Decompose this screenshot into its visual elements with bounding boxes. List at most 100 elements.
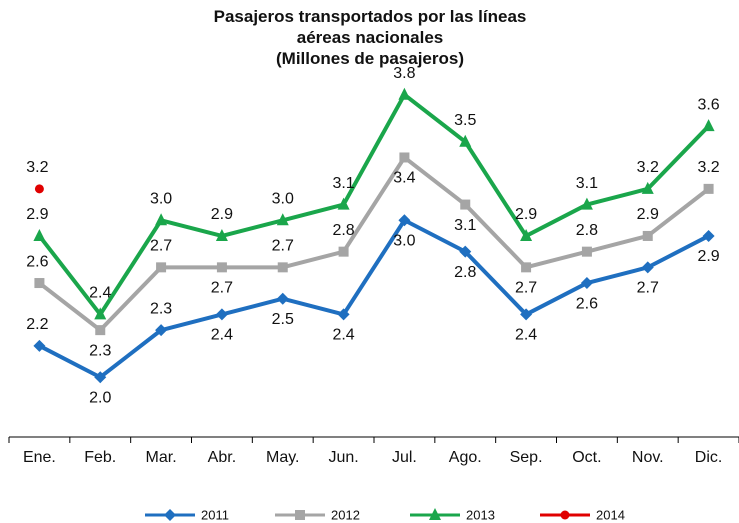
data-point <box>155 213 168 226</box>
data-label: 3.0 <box>272 190 294 207</box>
data-point <box>521 262 532 273</box>
data-label: 2.8 <box>454 264 476 281</box>
data-point <box>459 245 472 258</box>
data-point <box>34 278 45 289</box>
data-label: 2.7 <box>211 280 233 297</box>
data-label: 2.7 <box>515 280 537 297</box>
data-point <box>337 197 350 210</box>
data-label: 2.5 <box>272 311 294 328</box>
data-label: 2.4 <box>89 285 111 302</box>
data-point <box>580 197 593 210</box>
x-tick-label: Jun. <box>328 449 358 466</box>
data-point <box>34 184 44 194</box>
data-label: 2.7 <box>272 238 294 255</box>
x-tick-label: Jul. <box>392 449 417 466</box>
series-line <box>37 92 711 317</box>
data-label: 2.9 <box>697 248 719 265</box>
data-point <box>276 292 289 305</box>
data-point <box>338 246 349 257</box>
data-label: 2.6 <box>26 253 48 270</box>
data-point <box>580 277 593 290</box>
x-tick-label: Abr. <box>208 449 236 466</box>
data-point <box>215 228 228 241</box>
legend-label: 2011 <box>201 507 229 522</box>
data-label: 3.2 <box>637 159 659 176</box>
series-line <box>38 155 710 333</box>
legend-marker <box>560 510 570 520</box>
data-point <box>155 324 168 337</box>
x-tick-label: Sep. <box>510 449 543 466</box>
data-label: 2.6 <box>576 295 598 312</box>
data-point <box>33 228 46 241</box>
data-point <box>399 152 410 163</box>
x-tick-label: Nov. <box>632 449 664 466</box>
data-point <box>94 371 107 384</box>
x-tick-label: Oct. <box>572 449 601 466</box>
data-point <box>641 261 654 274</box>
data-label: 2.9 <box>515 206 537 223</box>
chart-subtitle: (Millones de pasajeros) <box>276 49 464 68</box>
data-point <box>703 183 714 194</box>
data-point <box>337 308 350 321</box>
x-tick-label: Ago. <box>449 449 482 466</box>
data-point <box>277 262 288 273</box>
data-label: 2.3 <box>89 342 111 359</box>
data-label: 3.6 <box>697 96 719 113</box>
data-label: 2.2 <box>26 316 48 333</box>
x-tick-label: Mar. <box>146 449 177 466</box>
data-point <box>581 246 592 257</box>
data-label: 3.0 <box>150 190 172 207</box>
legend-label: 2013 <box>466 507 495 522</box>
x-tick-label: Dic. <box>695 449 723 466</box>
data-label: 3.0 <box>393 232 415 249</box>
data-label: 3.4 <box>393 170 415 187</box>
data-point <box>460 199 471 210</box>
data-point <box>459 134 472 147</box>
data-point <box>520 308 533 321</box>
data-label: 3.1 <box>454 217 476 234</box>
x-tick-label: Ene. <box>23 449 56 466</box>
data-label: 2.9 <box>637 206 659 223</box>
data-point <box>702 229 715 242</box>
data-point <box>94 307 107 320</box>
data-point <box>216 262 227 273</box>
data-label: 3.2 <box>26 159 48 176</box>
data-point <box>398 87 411 100</box>
legend-label: 2014 <box>596 507 625 522</box>
data-label: 2.8 <box>576 222 598 239</box>
x-tick-label: May. <box>266 449 299 466</box>
data-label: 2.7 <box>637 280 659 297</box>
x-tick-label: Feb. <box>84 449 116 466</box>
legend-marker <box>295 510 305 520</box>
data-point <box>398 214 411 227</box>
data-label: 3.1 <box>576 175 598 192</box>
data-label: 2.7 <box>150 238 172 255</box>
data-point <box>95 325 106 336</box>
data-label: 3.2 <box>697 159 719 176</box>
data-label: 2.9 <box>211 206 233 223</box>
chart-title: Pasajeros transportados por las líneas a… <box>213 7 527 47</box>
legend-marker <box>164 509 176 521</box>
data-point <box>156 262 167 273</box>
data-label: 2.0 <box>89 389 111 406</box>
data-label: 2.4 <box>515 327 537 344</box>
data-label: 2.4 <box>211 327 233 344</box>
data-point <box>276 213 289 226</box>
data-point <box>33 339 46 352</box>
data-label: 2.9 <box>26 206 48 223</box>
data-label: 2.3 <box>150 300 172 317</box>
data-point <box>702 119 715 132</box>
data-label: 3.8 <box>393 65 415 82</box>
data-point <box>215 308 228 321</box>
data-label: 3.5 <box>454 112 476 129</box>
data-label: 3.1 <box>332 175 354 192</box>
data-point <box>641 181 654 194</box>
data-point <box>642 230 653 241</box>
data-label: 2.8 <box>332 222 354 239</box>
data-label: 2.4 <box>332 327 354 344</box>
series-line <box>38 218 710 380</box>
legend-label: 2012 <box>331 507 360 522</box>
legend-marker <box>429 508 441 520</box>
